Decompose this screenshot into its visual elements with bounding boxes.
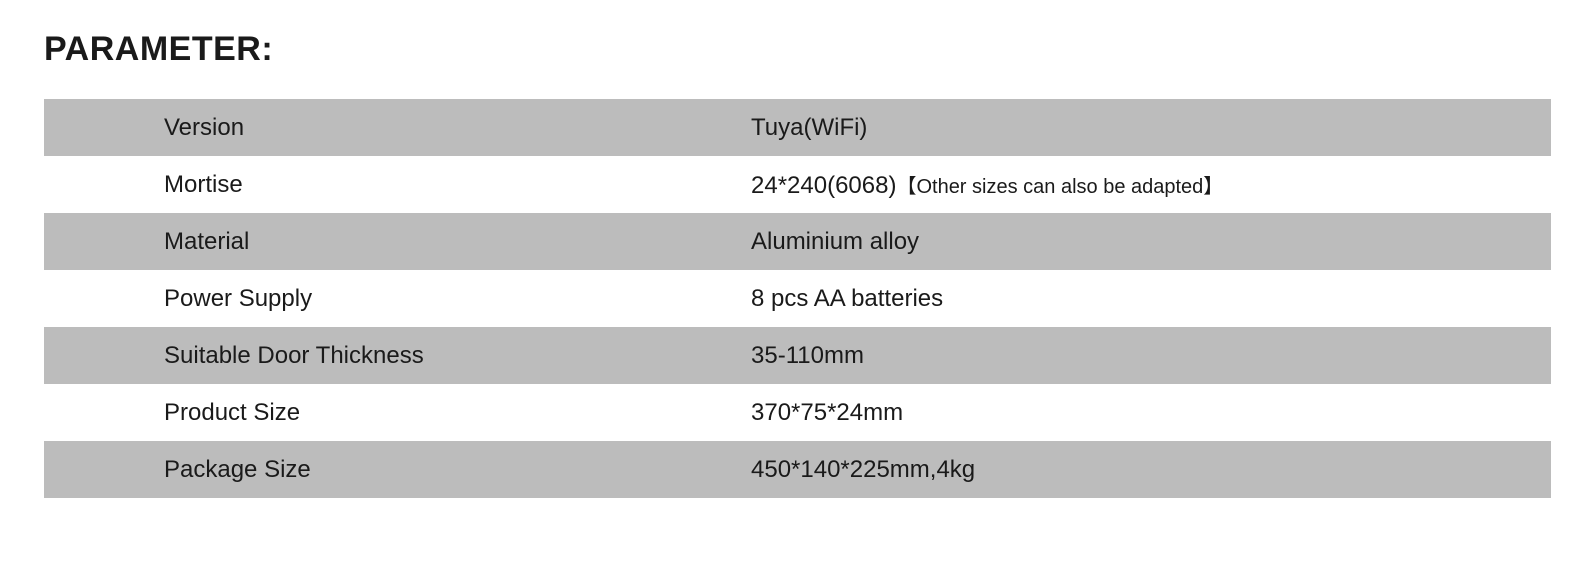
param-note: 【Other sizes can also be adapted】 bbox=[896, 176, 1223, 198]
param-value: 35-110mm bbox=[750, 327, 1551, 384]
param-label: Mortise bbox=[44, 156, 750, 213]
table-row: Package Size 450*140*225mm,4kg bbox=[44, 441, 1551, 498]
section-heading: PARAMETER: bbox=[44, 30, 1551, 69]
param-label: Product Size bbox=[44, 384, 750, 441]
param-value: 370*75*24mm bbox=[750, 384, 1551, 441]
param-label: Version bbox=[44, 99, 750, 156]
param-label: Power Supply bbox=[44, 270, 750, 327]
parameter-table: Version Tuya(WiFi) Mortise 24*240(6068)【… bbox=[44, 99, 1551, 498]
param-value: 450*140*225mm,4kg bbox=[750, 441, 1551, 498]
table-row: Suitable Door Thickness 35-110mm bbox=[44, 327, 1551, 384]
param-label: Package Size bbox=[44, 441, 750, 498]
table-row: Product Size 370*75*24mm bbox=[44, 384, 1551, 441]
param-value: 24*240(6068)【Other sizes can also be ada… bbox=[750, 156, 1551, 213]
table-row: Power Supply 8 pcs AA batteries bbox=[44, 270, 1551, 327]
param-value: Aluminium alloy bbox=[750, 213, 1551, 270]
param-value: 8 pcs AA batteries bbox=[750, 270, 1551, 327]
table-row: Material Aluminium alloy bbox=[44, 213, 1551, 270]
param-label: Material bbox=[44, 213, 750, 270]
parameter-section: PARAMETER: Version Tuya(WiFi) Mortise 24… bbox=[0, 0, 1595, 518]
param-value: Tuya(WiFi) bbox=[750, 99, 1551, 156]
table-row: Mortise 24*240(6068)【Other sizes can als… bbox=[44, 156, 1551, 213]
table-row: Version Tuya(WiFi) bbox=[44, 99, 1551, 156]
param-label: Suitable Door Thickness bbox=[44, 327, 750, 384]
